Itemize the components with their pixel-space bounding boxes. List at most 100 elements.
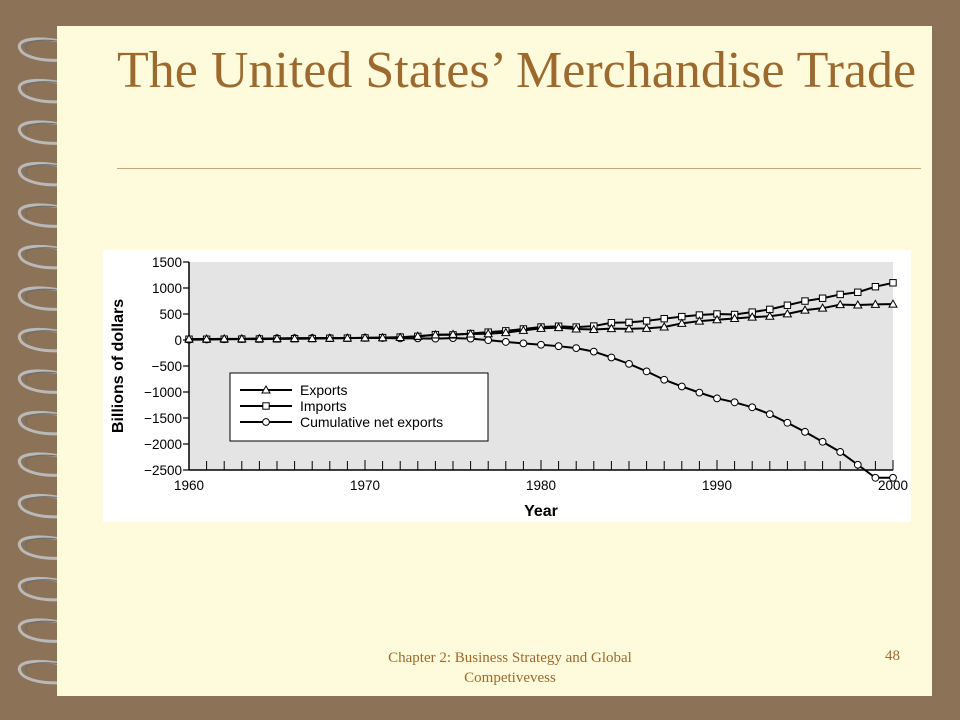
y-tick-label: 1500 [152,255,182,270]
data-point [677,382,686,391]
legend-label: Imports [300,398,347,414]
data-point [395,332,406,341]
data-point [764,311,775,320]
data-point [607,353,616,362]
y-tick-label: −500 [152,359,182,374]
x-tick-label: 1990 [702,478,732,493]
y-axis-title: Billions of dollars [110,299,127,433]
y-tick-label: 0 [174,333,182,348]
data-point [501,338,510,346]
data-point [730,398,739,407]
data-point [236,333,247,343]
data-point [572,344,581,353]
data-point [360,332,370,342]
data-point [712,314,722,324]
data-point [852,300,863,309]
data-point [519,339,528,348]
data-point [659,321,670,331]
data-point [889,279,897,287]
data-point [324,333,335,342]
data-point [201,333,212,343]
data-point [801,427,809,436]
data-point [800,305,810,314]
data-point [589,347,598,356]
data-point [553,322,564,332]
y-tick-label: −2500 [144,463,182,478]
data-point [484,336,493,345]
data-point [642,367,651,376]
legend-marker [262,418,270,426]
data-point [448,329,458,338]
data-point [783,301,792,309]
data-point [518,325,529,334]
data-point [660,314,668,323]
data-point [483,328,494,338]
legend-label: Cumulative net exports [300,414,443,430]
data-point [624,323,634,333]
legend-box [229,372,489,442]
data-point [625,359,633,368]
y-tick-label: −1000 [144,385,182,400]
data-point [801,297,809,305]
data-point [836,290,844,299]
data-point [500,327,511,337]
data-point [606,323,617,333]
legend-marker [262,402,270,410]
data-point [747,312,758,321]
data-point [289,333,300,342]
data-point [254,333,265,343]
data-point [588,324,599,334]
data-point [695,388,704,397]
data-point [430,329,441,339]
page-number: 48 [885,648,900,664]
x-tick-label: 1960 [174,478,204,493]
data-point [307,333,318,342]
data-point [713,394,721,403]
x-tick-label: 1980 [526,478,556,493]
data-point [342,333,353,342]
y-tick-label: 1000 [152,281,182,296]
data-point [783,418,792,427]
data-point [660,375,669,384]
y-tick-label: −1500 [144,411,182,426]
y-tick-label: −2000 [144,437,182,452]
data-point [853,460,862,469]
data-point [641,323,652,332]
data-point [465,329,476,338]
slide-footer: Chapter 2: Business Strategy and Global … [388,650,632,686]
title-divider [117,168,921,169]
series-exports [184,299,898,343]
data-point [836,448,845,456]
slide-title: The United States’ Merchandise Trade [117,42,917,99]
data-point [377,332,388,342]
data-point [888,299,898,308]
x-tick-label: 2000 [878,478,908,493]
data-point [554,342,563,351]
legend-label: Exports [300,382,347,398]
data-point [642,317,651,325]
data-point [765,410,774,419]
data-point [782,308,793,318]
data-point [272,333,282,343]
data-point [854,288,862,296]
data-point [571,324,582,333]
data-point [748,403,757,412]
y-tick-label: 500 [159,307,182,322]
data-point [676,318,687,327]
data-point [694,316,705,325]
data-point [817,303,828,312]
data-point [871,283,880,291]
data-point [870,299,881,308]
data-point [412,331,423,340]
data-point [818,437,827,446]
data-point [537,340,545,349]
data-point [871,473,880,482]
data-point [219,333,230,343]
x-axis-title: Year [524,503,558,520]
data-point [835,299,846,309]
legend-marker [261,384,271,394]
x-tick-label: 1970 [350,478,380,493]
data-point [818,294,827,302]
data-point [889,473,897,482]
